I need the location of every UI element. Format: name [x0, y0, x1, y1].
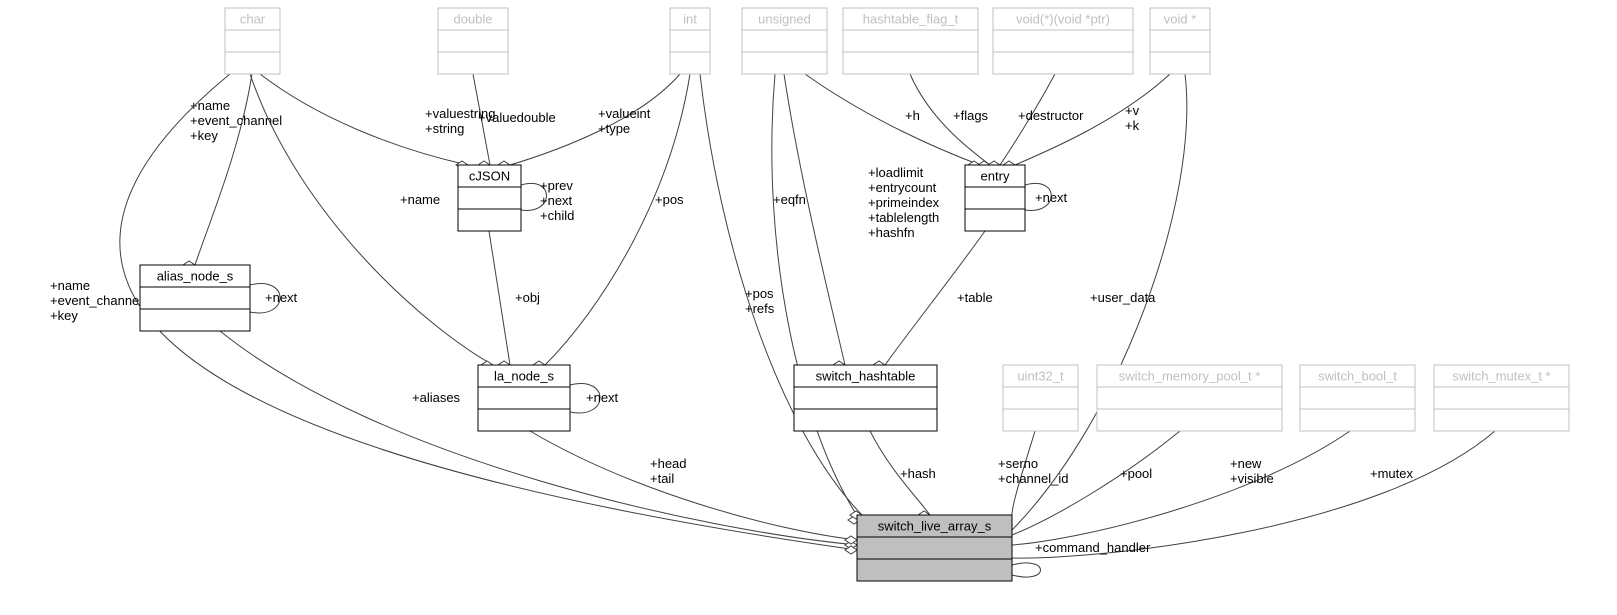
edge-label: +head+tail: [650, 456, 687, 486]
edge: +hash: [870, 431, 936, 519]
class-node[interactable]: int: [670, 8, 710, 74]
edge-label: +aliases: [412, 390, 461, 405]
edge: +destructor: [988, 74, 1084, 169]
class-node[interactable]: cJSON: [458, 165, 521, 231]
edge-label: +mutex: [1370, 466, 1413, 481]
edge-label: +command_handler: [1035, 540, 1151, 555]
class-node[interactable]: uint32_t: [1003, 365, 1078, 431]
edge-label: +eqfn: [773, 192, 806, 207]
class-node[interactable]: la_node_s: [478, 365, 570, 431]
edge-label: +next: [265, 290, 298, 305]
class-node[interactable]: void(*)(void *ptr): [993, 8, 1133, 74]
edge: +table: [873, 231, 993, 369]
edge-label: +serno+channel_id: [998, 456, 1068, 486]
class-node[interactable]: hashtable_flag_t: [843, 8, 978, 74]
class-node[interactable]: switch_live_array_s: [857, 515, 1012, 581]
class-title: void(*)(void *ptr): [1016, 11, 1110, 26]
edge-label: +next: [1035, 190, 1068, 205]
edge-label: +user_data: [1090, 290, 1156, 305]
class-node[interactable]: alias_node_s: [140, 265, 250, 331]
edge-label: +new+visible: [1230, 456, 1274, 486]
edge-label: +next: [586, 390, 619, 405]
class-title: uint32_t: [1017, 368, 1064, 383]
class-node[interactable]: double: [438, 8, 508, 74]
nodes-layer: char double int unsigned hashtable_flag_t voi…: [140, 8, 1569, 581]
class-node[interactable]: char: [225, 8, 280, 74]
edge-label: +pool: [1120, 466, 1152, 481]
class-title: hashtable_flag_t: [863, 11, 959, 26]
edge: +name+event_channel+key: [183, 74, 282, 269]
edge: +head+tail: [530, 431, 857, 544]
edges-layer: +name+event_channel+key+valuestring+stri…: [50, 74, 1495, 579]
class-title: double: [453, 11, 492, 26]
edge: +flags: [910, 74, 990, 169]
edge: +command_handler: [1000, 540, 1151, 579]
edge-label: +loadlimit+entrycount+primeindex+tablele…: [868, 165, 940, 240]
edge-label: +valueint+type: [598, 106, 651, 136]
edge-label: +obj: [515, 290, 540, 305]
edge-label: +h: [905, 108, 920, 123]
class-node[interactable]: entry: [965, 165, 1025, 231]
edge: +serno+channel_id: [998, 431, 1068, 524]
edge-label: +pos+refs: [745, 286, 775, 316]
class-title: switch_mutex_t *: [1452, 368, 1550, 383]
class-collaboration-diagram: +name+event_channel+key+valuestring+stri…: [0, 0, 1617, 615]
class-node[interactable]: void *: [1150, 8, 1210, 74]
edge-label: +name: [400, 192, 440, 207]
class-title: switch_hashtable: [816, 368, 916, 383]
edge: +eqfn: [772, 74, 860, 524]
edge: +valuedouble: [473, 74, 556, 169]
class-title: entry: [981, 168, 1010, 183]
edge: +obj: [489, 231, 540, 369]
edge-label: +destructor: [1018, 108, 1084, 123]
class-title: int: [683, 11, 697, 26]
edge-label: +valuedouble: [478, 110, 556, 125]
edge-label: +pos: [655, 192, 684, 207]
class-node[interactable]: switch_hashtable: [794, 365, 937, 431]
class-node[interactable]: switch_memory_pool_t *: [1097, 365, 1282, 431]
edge: +new+visible: [1000, 431, 1350, 549]
class-title: char: [240, 11, 266, 26]
edge-label: +prev+next+child: [540, 178, 574, 223]
class-node[interactable]: switch_mutex_t *: [1434, 365, 1569, 431]
edge: +valuestring+string: [260, 74, 495, 169]
edge: +pos+refs: [700, 74, 862, 519]
class-title: unsigned: [758, 11, 811, 26]
edge-label: +hash: [900, 466, 936, 481]
class-title: alias_node_s: [157, 268, 234, 283]
edge-label: +flags: [953, 108, 989, 123]
class-title: void *: [1164, 11, 1197, 26]
class-title: la_node_s: [494, 368, 554, 383]
class-node[interactable]: switch_bool_t: [1300, 365, 1415, 431]
class-title: cJSON: [469, 168, 510, 183]
class-title: switch_live_array_s: [878, 518, 992, 533]
class-title: switch_bool_t: [1318, 368, 1397, 383]
edge-label: +table: [957, 290, 993, 305]
class-title: switch_memory_pool_t *: [1119, 368, 1261, 383]
edge-label: +v+k: [1125, 103, 1140, 133]
class-node[interactable]: unsigned: [742, 8, 827, 74]
